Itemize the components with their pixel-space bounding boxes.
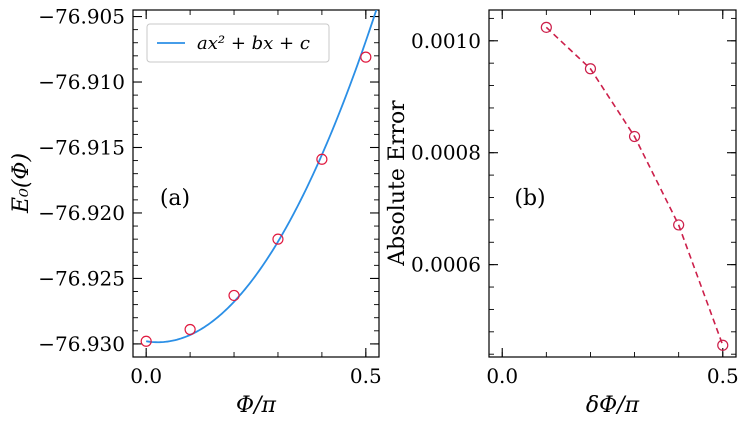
error-point-marker <box>717 339 729 351</box>
error-dashed-line <box>545 26 724 346</box>
error-point-marker <box>584 63 597 75</box>
data-point-marker <box>316 153 328 165</box>
y-axis-title: Absolute Error <box>385 100 410 267</box>
y-tick-label: 0.0008 <box>411 141 481 165</box>
error-point-marker <box>628 130 641 143</box>
panel-tag: (a) <box>160 186 190 211</box>
legend: ax² + bx + c <box>146 23 330 63</box>
legend-label: ax² + bx + c <box>197 33 310 54</box>
data-point-marker <box>360 51 372 63</box>
x-axis-title: δΦ/π <box>586 393 640 418</box>
data-point-marker <box>184 323 196 336</box>
legend-box <box>146 23 330 63</box>
panel-a-plot: −76.930 −76.925 −76.920 −76.915 −76.910 −76.9… <box>9 5 382 418</box>
axes-frame <box>488 9 737 358</box>
x-tick-label: 0.5 <box>707 364 739 388</box>
data-point-marker <box>228 289 240 302</box>
fit-curve <box>146 10 378 344</box>
y-tick-label: 0.0010 <box>411 29 481 53</box>
panel-tag: (b) <box>514 186 545 211</box>
axes-frame <box>132 9 380 358</box>
y-tick-label: −76.915 <box>38 135 125 159</box>
x-tick-label: 0.5 <box>350 364 382 388</box>
error-point-marker <box>540 21 552 33</box>
data-point-marker <box>272 233 284 245</box>
y-tick-label: −76.930 <box>38 332 125 356</box>
y-tick-label: −76.905 <box>38 5 125 29</box>
x-axis-title: Φ/π <box>236 393 276 418</box>
y-tick-label: −76.910 <box>38 70 125 94</box>
panel-b-plot: 0.0006 0.0008 0.0010 0.0 0.5 δΦ/π Absolute Err… <box>385 9 739 418</box>
y-tick-label: 0.0006 <box>411 253 481 277</box>
x-tick-label: 0.0 <box>130 364 162 388</box>
y-axis-title: E₀(Φ) <box>9 153 34 214</box>
y-tick-label: −76.925 <box>38 266 125 290</box>
y-tick-label: −76.920 <box>38 201 125 225</box>
x-tick-label: 0.0 <box>486 364 518 388</box>
data-point-marker <box>140 335 152 347</box>
error-point-marker <box>673 219 685 231</box>
